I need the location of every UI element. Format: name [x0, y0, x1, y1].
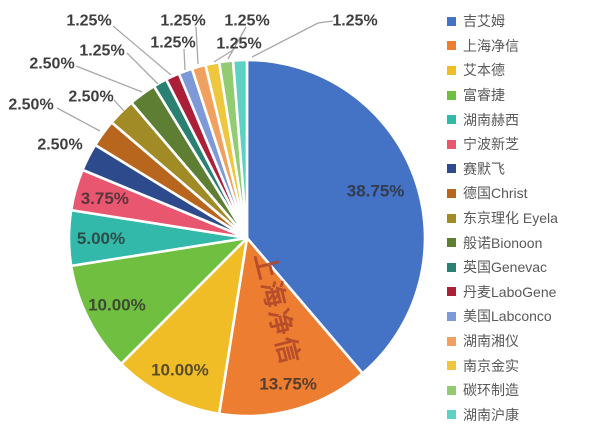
- legend-swatch-icon: [447, 164, 456, 174]
- legend-label: 湖南湘仪: [463, 333, 519, 350]
- pie-slices: [67, 58, 427, 418]
- leader-line-9: [75, 65, 143, 93]
- legend-label: 上海净信: [463, 37, 519, 54]
- pie-slice-0: [245, 58, 427, 375]
- data-label-9: 2.50%: [29, 56, 74, 73]
- legend-swatch-icon: [447, 41, 456, 51]
- pie-slice-16: [231, 58, 249, 240]
- data-label-2: 10.00%: [151, 361, 209, 380]
- legend-label: 南京金实: [463, 357, 519, 374]
- data-label-0: 38.75%: [347, 182, 405, 201]
- leader-lines: [56, 20, 334, 132]
- legend-item-15: 碳环制造: [447, 378, 558, 403]
- legend-swatch-icon: [447, 287, 456, 297]
- data-label-11: 1.25%: [66, 13, 111, 30]
- legend-item-4: 湖南赫西: [447, 107, 558, 132]
- legend-item-12: 美国Labconco: [447, 304, 558, 329]
- data-label-4: 5.00%: [77, 229, 125, 248]
- legend-item-2: 艾本德: [447, 58, 558, 83]
- data-label-15: 1.25%: [224, 13, 269, 30]
- legend-label: 美国Labconco: [463, 308, 552, 325]
- legend-swatch-icon: [447, 90, 456, 100]
- percentage-labels: 38.75% 13.75% 10.00% 10.00% 5.00% 3.75% 2.50% 2…: [8, 13, 404, 394]
- pie-slice-1: [217, 236, 364, 418]
- legend-item-9: 般诺Bionoon: [447, 230, 558, 255]
- leader-line-13: [195, 26, 199, 65]
- legend-swatch-icon: [447, 115, 456, 125]
- legend-item-8: 东京理化 Eyela: [447, 206, 558, 231]
- legend-swatch-icon: [447, 238, 456, 248]
- data-label-1: 13.75%: [259, 375, 317, 394]
- legend-swatch-icon: [447, 65, 456, 75]
- data-label-3: 10.00%: [88, 295, 146, 314]
- legend-swatch-icon: [447, 311, 456, 321]
- legend-label: 般诺Bionoon: [463, 234, 543, 251]
- legend-swatch-icon: [447, 410, 456, 420]
- legend-item-1: 上海净信: [447, 34, 558, 59]
- legend-label: 德国Christ: [463, 185, 528, 202]
- legend-label: 碳环制造: [463, 382, 519, 399]
- legend-label: 赛默飞: [463, 160, 505, 177]
- legend-swatch-icon: [447, 262, 456, 272]
- legend-item-0: 吉艾姆: [447, 9, 558, 34]
- leader-line-11: [112, 25, 172, 76]
- leader-line-12: [183, 48, 186, 71]
- legend-item-6: 赛默飞: [447, 157, 558, 182]
- data-label-12: 1.25%: [150, 35, 195, 52]
- legend-swatch-icon: [447, 188, 456, 198]
- legend-item-11: 丹麦LaboGene: [447, 280, 558, 305]
- leader-line-7: [56, 107, 101, 132]
- legend-label: 丹麦LaboGene: [463, 283, 557, 300]
- legend-item-5: 宁波新芝: [447, 132, 558, 157]
- legend-item-3: 富睿捷: [447, 83, 558, 108]
- legend-label: 英国Genevac: [463, 259, 548, 276]
- data-label-14: 1.25%: [216, 36, 261, 53]
- leader-line-8: [113, 99, 125, 112]
- legend-label: 宁波新芝: [463, 136, 519, 153]
- pie-slice-2: [119, 236, 249, 416]
- legend-swatch-icon: [447, 139, 456, 149]
- data-label-7: 2.50%: [8, 97, 53, 114]
- legend-item-7: 德国Christ: [447, 181, 558, 206]
- legend-item-16: 湖南沪康: [447, 403, 558, 428]
- legend-label: 富睿捷: [463, 87, 505, 104]
- legend-item-14: 南京金实: [447, 353, 558, 378]
- legend-swatch-icon: [447, 213, 456, 223]
- legend-swatch-icon: [447, 16, 456, 26]
- data-label-6: 2.50%: [37, 137, 82, 154]
- legend-label: 湖南沪康: [463, 406, 519, 423]
- legend-swatch-icon: [447, 336, 456, 346]
- leader-line-10: [126, 52, 159, 85]
- legend-swatch-icon: [447, 361, 456, 371]
- legend-label: 艾本德: [463, 62, 505, 79]
- legend-label: 吉艾姆: [463, 13, 505, 30]
- legend-swatch-icon: [447, 385, 456, 395]
- legend-label: 湖南赫西: [463, 111, 519, 128]
- legend: 吉艾姆上海净信艾本德富睿捷湖南赫西宁波新芝赛默飞德国Christ 东京理化 Eye…: [447, 9, 558, 427]
- legend-label: 东京理化 Eyela: [463, 210, 558, 227]
- data-label-5: 3.75%: [81, 189, 129, 208]
- legend-item-10: 英国Genevac: [447, 255, 558, 280]
- data-label-16: 1.25%: [332, 13, 377, 30]
- legend-item-13: 湖南湘仪: [447, 329, 558, 354]
- leader-line-14: [213, 49, 234, 63]
- pie-slice-3: [69, 236, 249, 366]
- leader-line-16: [251, 20, 334, 58]
- data-label-13: 1.25%: [160, 13, 205, 30]
- data-label-8: 2.50%: [68, 89, 113, 106]
- leader-line-15: [227, 26, 247, 60]
- data-label-10: 1.25%: [79, 43, 124, 60]
